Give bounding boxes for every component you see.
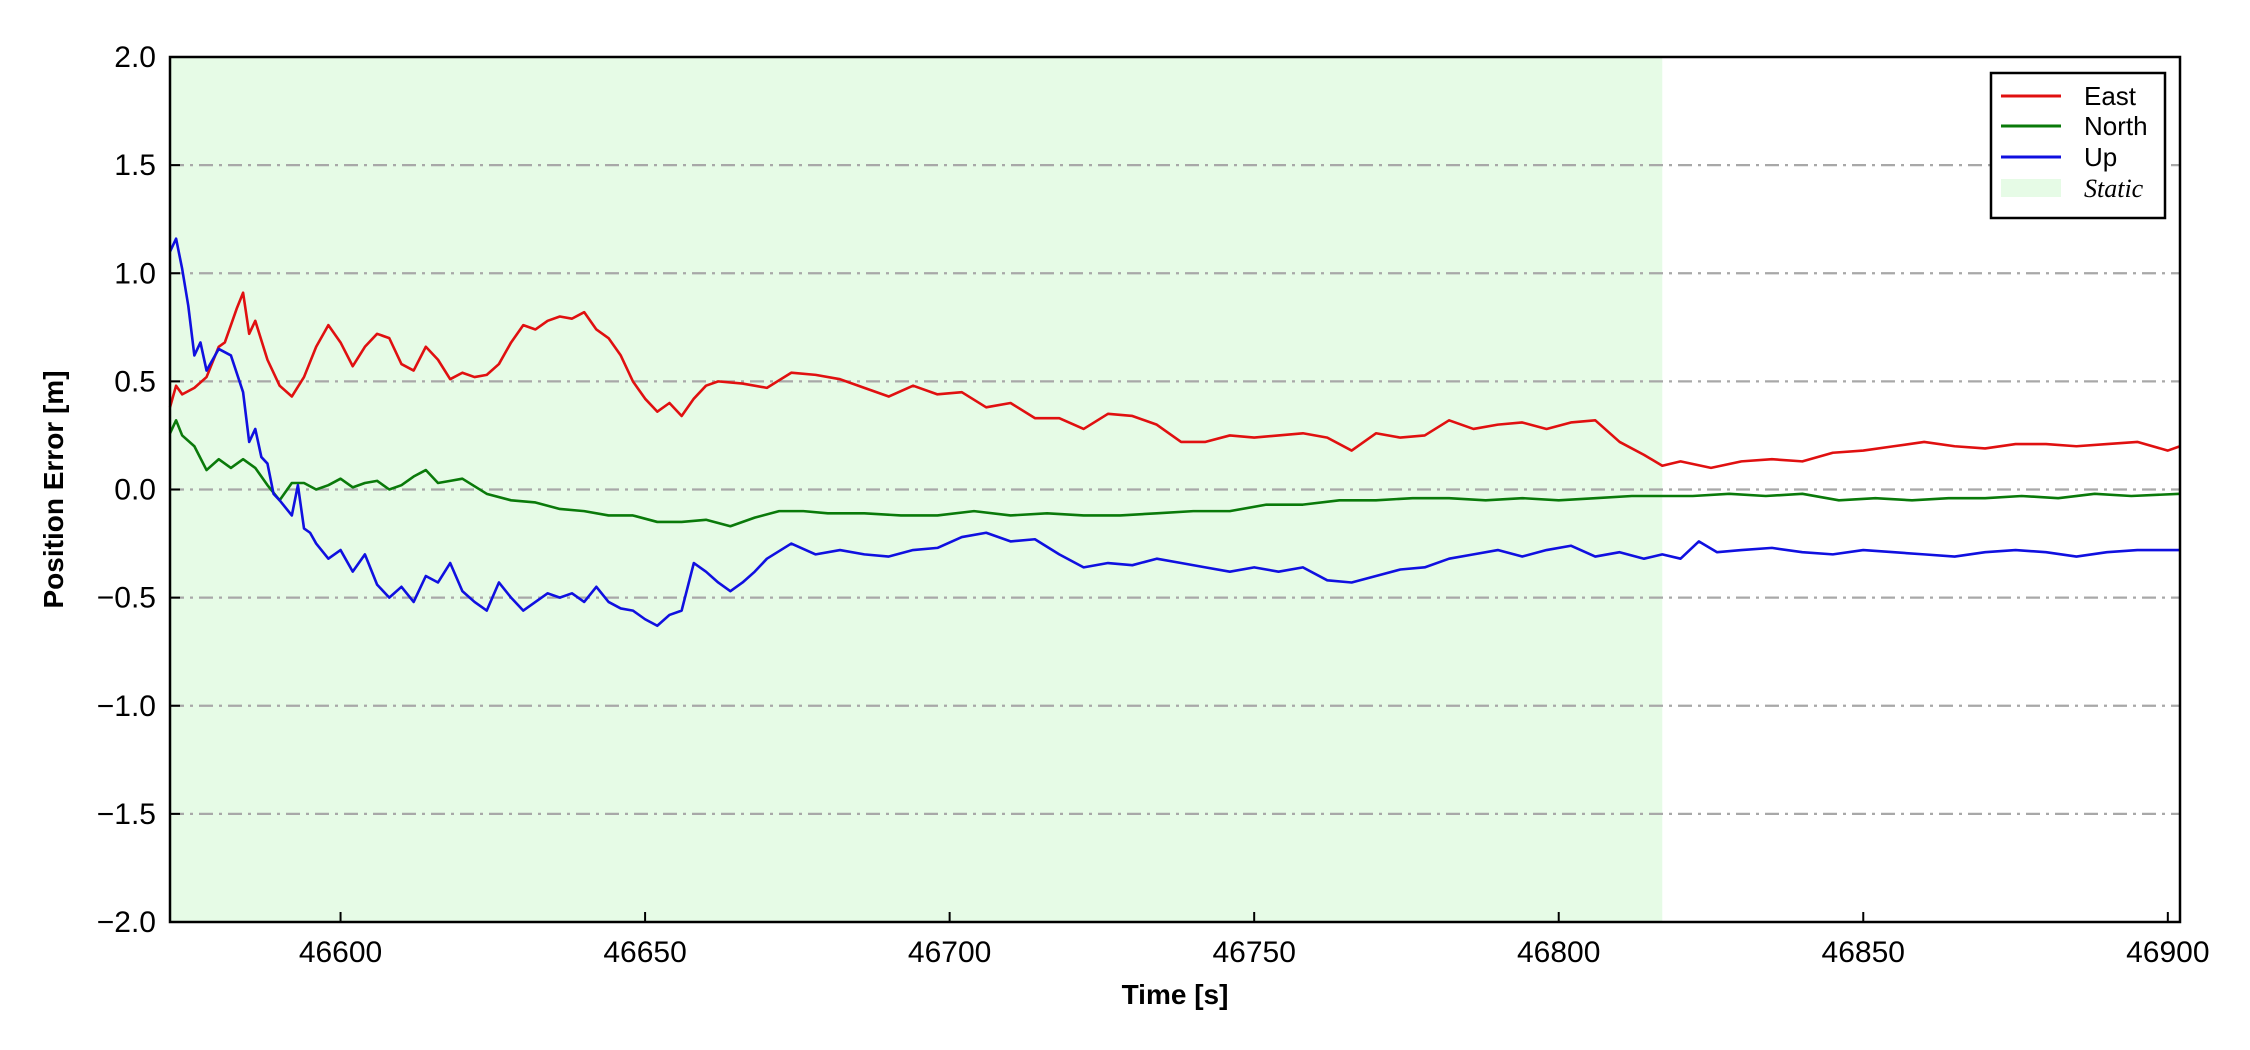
legend-label-north: North: [2084, 111, 2148, 141]
x-axis-title: Time [s]: [1122, 979, 1229, 1010]
y-axis-title: Position Error [m]: [38, 370, 69, 608]
axis-ticks: 46600 46650 46700 46750 46800 46850 46900 2.0 1.…: [97, 41, 2210, 969]
series-lines: [168, 237, 2181, 628]
y-tick-label: 1.5: [114, 149, 156, 182]
y-tick-label: 0.5: [114, 365, 156, 398]
y-tick-label: −0.5: [97, 582, 156, 615]
y-tick-label: −1.5: [97, 798, 156, 831]
y-tick-label: 1.0: [114, 257, 156, 290]
y-tick-label: −2.0: [97, 906, 156, 939]
x-tick-label: 46600: [299, 936, 382, 969]
series-line-east: [168, 291, 2181, 470]
x-tick-label: 46750: [1212, 936, 1295, 969]
series-line-up: [168, 237, 2180, 628]
y-tick-label: 2.0: [114, 41, 156, 74]
y-tick-label: 0.0: [114, 474, 156, 507]
x-tick-label: 46650: [603, 936, 686, 969]
gridlines: [170, 164, 2180, 815]
legend-label-east: East: [2084, 81, 2137, 111]
series-line-north: [168, 418, 2181, 528]
y-tick-label: −1.0: [97, 690, 156, 723]
legend-label-up: Up: [2084, 142, 2117, 172]
x-tick-label: 46700: [908, 936, 991, 969]
legend-label-static: Static: [2084, 174, 2144, 203]
x-tick-label: 46800: [1517, 936, 1600, 969]
x-tick-label: 46900: [2126, 936, 2209, 969]
x-tick-label: 46850: [1822, 936, 1905, 969]
legend-swatch-static: [2001, 179, 2061, 197]
